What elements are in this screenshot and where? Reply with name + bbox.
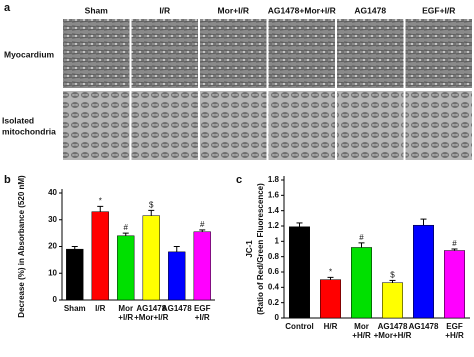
- bar: [382, 282, 403, 319]
- micrograph: [131, 19, 198, 88]
- x-tick-label: EGF: [194, 304, 211, 313]
- micrograph: [268, 91, 335, 160]
- y-tick-label: 1.4: [268, 206, 280, 215]
- y-tick-label: 0.8: [268, 252, 280, 261]
- y-tick-label: 30: [48, 215, 57, 224]
- micrograph: [405, 19, 472, 88]
- panel-label: c: [236, 174, 242, 186]
- bar: [289, 226, 310, 319]
- x-tick-label: Sham: [64, 304, 86, 313]
- panel-label: b: [4, 174, 11, 186]
- x-tick-label: +I/R: [195, 313, 210, 322]
- row-label: mitochondria: [2, 126, 56, 136]
- x-tick-label: Control: [285, 322, 313, 331]
- bar: [66, 248, 84, 301]
- x-tick-label: I/R: [95, 304, 105, 313]
- y-tick-label: 1.8: [268, 175, 280, 184]
- bar: [142, 215, 160, 301]
- significance-label: #: [359, 233, 364, 242]
- x-tick-label: +Mor+H/R: [374, 331, 412, 340]
- column-label: I/R: [159, 5, 170, 15]
- x-tick-label: AG1478: [136, 304, 166, 313]
- x-tick-label: Mor: [354, 322, 369, 331]
- column-label: AG1478+Mor+I/R: [268, 5, 336, 15]
- column-label: Sham: [85, 5, 109, 15]
- x-tick-label: +Mor+I/R: [134, 313, 168, 322]
- micrograph: [337, 19, 404, 88]
- column-label: Mor+I/R: [218, 5, 249, 15]
- y-tick-label: 0.6: [268, 267, 280, 276]
- bar: [117, 235, 135, 301]
- x-tick-label: EGF: [446, 322, 463, 331]
- row-label: Myocardium: [4, 49, 55, 59]
- significance-label: *: [99, 196, 102, 205]
- y-tick-label: 20: [48, 242, 57, 251]
- y-axis-label: JC-1: [245, 240, 254, 258]
- column-label: EGF+I/R: [422, 5, 455, 15]
- y-tick-label: 1: [275, 236, 280, 245]
- x-tick-label: +I/R: [118, 313, 133, 322]
- x-tick-label: H/R: [324, 322, 338, 331]
- y-tick-label: 0: [275, 313, 280, 322]
- bar: [193, 231, 211, 301]
- y-tick-label: 0: [53, 295, 58, 304]
- bar: [413, 224, 434, 319]
- significance-label: #: [124, 223, 129, 232]
- significance-label: $: [149, 200, 154, 209]
- row-label: Isolated: [2, 115, 34, 125]
- y-axis-label: (Ratio of Red/Green Fluorescence): [256, 183, 265, 315]
- x-tick-label: +H/R: [352, 331, 371, 340]
- bar: [168, 251, 186, 301]
- micrograph: [200, 91, 267, 160]
- micrograph: [63, 91, 130, 160]
- bar: [320, 279, 341, 319]
- significance-label: #: [452, 239, 457, 248]
- x-tick-label: AG1478: [409, 322, 439, 331]
- y-tick-label: 40: [48, 188, 57, 197]
- significance-label: #: [200, 220, 205, 229]
- y-tick-label: 0.2: [268, 298, 280, 307]
- micrograph: [268, 19, 335, 88]
- x-tick-label: Mor: [118, 304, 133, 313]
- panel-label: a: [4, 2, 11, 14]
- y-tick-label: 0.4: [268, 282, 280, 291]
- bar: [91, 211, 109, 301]
- x-tick-label: +H/R: [445, 331, 464, 340]
- bar: [351, 247, 372, 319]
- micrograph: [405, 91, 472, 160]
- y-tick-label: 1.6: [268, 190, 280, 199]
- micrograph: [63, 19, 130, 88]
- column-label: AG1478: [354, 5, 386, 15]
- y-tick-label: 10: [48, 268, 57, 277]
- x-tick-label: AG1478: [162, 304, 192, 313]
- micrograph: [200, 19, 267, 88]
- y-axis-label: Decrease (%) in Absorbance (520 nM): [17, 175, 26, 318]
- significance-label: *: [329, 267, 332, 276]
- micrograph: [337, 91, 404, 160]
- x-tick-label: AG1478: [378, 322, 408, 331]
- bar: [444, 250, 465, 319]
- significance-label: $: [390, 271, 395, 280]
- micrograph: [131, 91, 198, 160]
- y-tick-label: 1.2: [268, 221, 280, 230]
